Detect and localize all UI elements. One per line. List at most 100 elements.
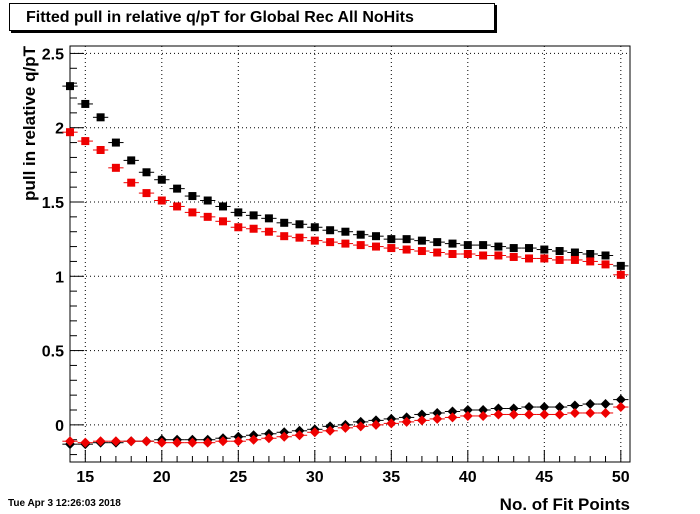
data-point [387, 244, 396, 253]
data-point [508, 403, 519, 414]
data-point [555, 247, 564, 256]
data-point [401, 416, 412, 427]
data-point [402, 245, 411, 254]
data-point [95, 436, 106, 447]
data-point [111, 138, 120, 147]
data-point [219, 202, 228, 211]
data-point [280, 218, 289, 227]
data-point [173, 184, 182, 193]
data-point [479, 241, 488, 250]
data-point [188, 192, 197, 201]
data-point [386, 418, 397, 429]
data-point [494, 242, 503, 251]
y-axis-title: pull in relative q/pT [20, 45, 39, 201]
data-point [310, 223, 319, 232]
data-point [172, 437, 183, 448]
data-point [539, 402, 550, 413]
data-point [600, 407, 611, 418]
data-point [601, 251, 610, 260]
data-point [586, 250, 595, 258]
x-tick-label: 15 [76, 469, 94, 486]
data-point [569, 400, 580, 411]
series-4 [62, 402, 629, 448]
data-point [203, 196, 212, 205]
x-tick-label: 40 [459, 469, 477, 486]
data-point [432, 413, 443, 424]
data-point [279, 431, 290, 442]
data-point [264, 214, 273, 223]
data-point [493, 403, 504, 414]
data-point [570, 255, 579, 264]
data-point [509, 252, 518, 261]
data-point [341, 239, 350, 248]
data-point [142, 189, 151, 198]
data-point [127, 156, 136, 165]
data-point [525, 244, 534, 253]
data-point [326, 226, 335, 235]
data-point [570, 248, 579, 257]
data-point [448, 250, 457, 258]
chart-title-box: Fitted pull in relative q/pT for Global … [9, 3, 495, 31]
tick-labels: 15 20 25 30 35 40 45 50 0 0.5 1 1.5 2 2.5 [42, 46, 630, 486]
data-point [325, 425, 336, 436]
data-point [295, 220, 304, 229]
data-point [110, 436, 121, 447]
data-point [157, 196, 166, 205]
data-point [66, 128, 74, 137]
data-point [341, 227, 350, 236]
data-point [585, 399, 596, 410]
x-axis-title: No. of Fit Points [500, 495, 630, 514]
data-point [539, 409, 550, 420]
x-tick-label: 50 [612, 469, 630, 486]
y-tick-label: 0.5 [42, 344, 64, 361]
data-point [81, 99, 90, 108]
data-point [372, 232, 381, 241]
data-point [326, 238, 335, 247]
data-point [309, 427, 320, 438]
y-tick-label: 2 [55, 121, 64, 138]
data-point [188, 208, 197, 217]
axis-ticks [69, 52, 622, 462]
data-point [479, 251, 488, 260]
data-point [447, 412, 458, 423]
data-point [586, 257, 595, 266]
data-point [416, 415, 427, 426]
data-point [96, 146, 105, 154]
y-tick-label: 0 [55, 418, 64, 435]
data-point [96, 113, 105, 122]
data-point [402, 235, 411, 244]
y-tick-label: 1.5 [42, 195, 64, 212]
data-point [417, 247, 426, 256]
x-tick-label: 25 [229, 469, 247, 486]
data-point [264, 227, 273, 236]
data-point [433, 248, 442, 257]
data-point [294, 430, 305, 441]
data-point [66, 82, 74, 91]
data-point [248, 434, 259, 445]
data-point [508, 409, 519, 420]
data-point [494, 251, 503, 260]
x-tick-label: 20 [153, 469, 171, 486]
data-point [141, 436, 152, 447]
data-point [478, 410, 489, 421]
x-tick-label: 30 [306, 469, 324, 486]
data-point [524, 402, 535, 413]
data-point [219, 217, 228, 226]
data-point [203, 212, 212, 221]
series-2 [62, 128, 629, 279]
y-tick-label: 1 [55, 269, 64, 286]
data-point [616, 261, 625, 270]
data-point [463, 250, 472, 258]
data-point [263, 433, 274, 444]
data-point [280, 232, 289, 241]
data-point [493, 409, 504, 420]
data-point [432, 407, 443, 418]
data-point [234, 208, 243, 217]
data-point [387, 235, 396, 244]
chart-title: Fitted pull in relative q/pT for Global … [26, 9, 414, 26]
data-point [142, 168, 151, 177]
data-point [554, 402, 565, 413]
data-point [462, 405, 473, 415]
data-point [356, 241, 365, 250]
